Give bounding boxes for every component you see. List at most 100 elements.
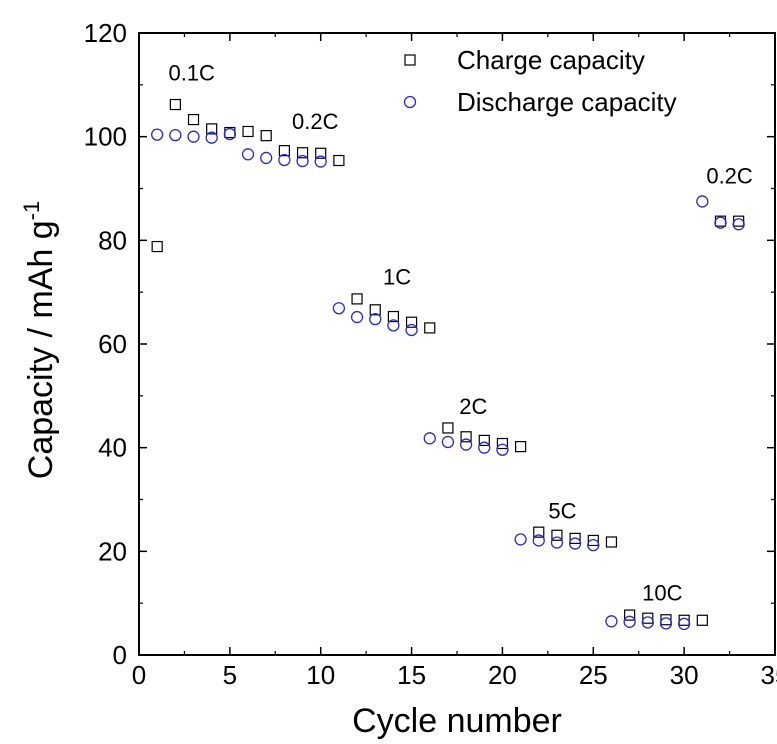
charge-capacity-point (206, 123, 218, 135)
rate-label: 0.2C (706, 163, 753, 188)
charge-capacity-point (387, 310, 399, 323)
discharge-capacity-point (223, 127, 237, 141)
x-tick-label: 35 (761, 660, 777, 690)
rate-label: 5C (548, 499, 576, 524)
discharge-capacity-point (441, 435, 455, 449)
y-axis-title-text: Capacity / mAh g (22, 220, 60, 479)
discharge-capacity-point (714, 216, 727, 229)
charge-capacity-point (151, 240, 163, 253)
charge-capacity-point (569, 532, 581, 544)
charge-capacity-point (405, 316, 418, 328)
rate-label: 10C (642, 581, 682, 606)
charge-capacity-point (478, 434, 490, 447)
discharge-capacity-point (568, 537, 582, 550)
legend-discharge-marker (403, 95, 417, 109)
discharge-capacity-point (659, 617, 673, 630)
charge-capacity-point (333, 154, 345, 167)
x-tick-label: 0 (132, 660, 146, 690)
discharge-capacity-point (514, 533, 527, 546)
x-ticks: 0 5 10 15 20 25 30 35 (132, 33, 777, 690)
legend-charge-marker (404, 54, 416, 66)
discharge-capacity-point (532, 534, 545, 547)
charge-capacity-point (533, 526, 545, 538)
discharge-capacity-point (187, 130, 200, 143)
discharge-capacity-point (677, 617, 691, 631)
charge-capacity-point (296, 147, 309, 159)
discharge-capacity-point (696, 195, 709, 208)
rate-annotations: 0.1C 0.2C 1C 2C 5C 10C 0.2C (168, 61, 752, 606)
legend-label: Charge capacity (457, 45, 645, 75)
discharge-capacity-point (405, 323, 418, 337)
charge-capacity-point (587, 534, 599, 547)
discharge-capacity-point (151, 128, 164, 141)
discharge-capacity-point (369, 312, 382, 326)
charge-capacity-point (660, 614, 672, 626)
discharge-capacity-point (496, 443, 509, 456)
discharge-capacity-point (169, 128, 182, 142)
charge-capacity-point (551, 529, 563, 541)
rate-label: 0.2C (292, 109, 339, 134)
discharge-capacity-point (296, 154, 309, 168)
y-tick-label: 60 (98, 329, 127, 359)
charge-capacity-point (605, 536, 618, 548)
discharge-capacity-point (387, 319, 400, 332)
charge-capacity-point (187, 113, 200, 126)
axes (138, 32, 776, 656)
rate-label: 1C (383, 264, 411, 289)
charge-capacity-point (169, 98, 181, 111)
discharge-capacity-point (314, 155, 327, 168)
plot-frame (138, 32, 776, 656)
discharge-capacity-point (587, 538, 600, 552)
discharge-capacity-point (641, 616, 654, 629)
charge-capacity-point (696, 614, 708, 626)
legend: Charge capacity Discharge capacity (403, 45, 677, 117)
charge-capacity-point (260, 130, 272, 142)
charge-capacity-point (514, 441, 527, 453)
y-tick-label: 100 (84, 122, 127, 152)
charge-capacity-point (278, 145, 290, 157)
discharge-capacity-point (350, 310, 364, 324)
discharge-capacity-point (260, 151, 273, 165)
charge-capacity-point (678, 614, 690, 626)
charge-capacity-point (733, 215, 745, 227)
rate-label: 2C (459, 394, 487, 419)
x-tick-label: 15 (397, 660, 426, 690)
charge-capacity-point (369, 304, 381, 316)
y-ticks: 0 20 40 60 80 100 120 (84, 18, 775, 670)
y-axis-title-group: Capacity / mAh g-1 (19, 201, 60, 479)
y-tick-label: 40 (98, 433, 127, 463)
discharge-capacity-point (478, 441, 491, 454)
y-axis-title-superscript: -1 (19, 201, 44, 221)
charge-capacity-point (351, 293, 363, 305)
x-tick-label: 20 (488, 660, 517, 690)
discharge-capacity-point (332, 302, 346, 315)
discharge-capacity-point (550, 536, 564, 549)
discharge-capacity-point (623, 615, 636, 628)
rate-label: 0.1C (168, 61, 215, 86)
y-tick-label: 120 (84, 18, 127, 48)
x-axis-title: Cycle number (352, 702, 562, 740)
data-points (151, 98, 745, 631)
legend-label: Discharge capacity (457, 87, 677, 117)
x-tick-label: 10 (306, 660, 335, 690)
charge-capacity-point (424, 322, 436, 334)
y-tick-label: 20 (98, 536, 127, 566)
y-tick-label: 80 (98, 225, 127, 255)
charge-capacity-point (642, 612, 654, 624)
discharge-capacity-point (459, 438, 473, 451)
charge-capacity-point (624, 609, 636, 621)
discharge-capacity-point (732, 218, 745, 231)
discharge-capacity-point (605, 615, 618, 628)
y-tick-label: 0 (113, 640, 127, 670)
y-axis-title: Capacity / mAh g-1 (19, 201, 60, 479)
charge-capacity-point (315, 147, 327, 159)
discharge-capacity-point (423, 432, 436, 445)
x-tick-label: 5 (223, 660, 237, 690)
charge-capacity-point (242, 125, 254, 138)
x-tick-label: 30 (670, 660, 699, 690)
charge-capacity-point (442, 422, 454, 434)
discharge-capacity-point (205, 131, 218, 144)
x-tick-label: 25 (579, 660, 608, 690)
charge-capacity-point (496, 437, 509, 450)
